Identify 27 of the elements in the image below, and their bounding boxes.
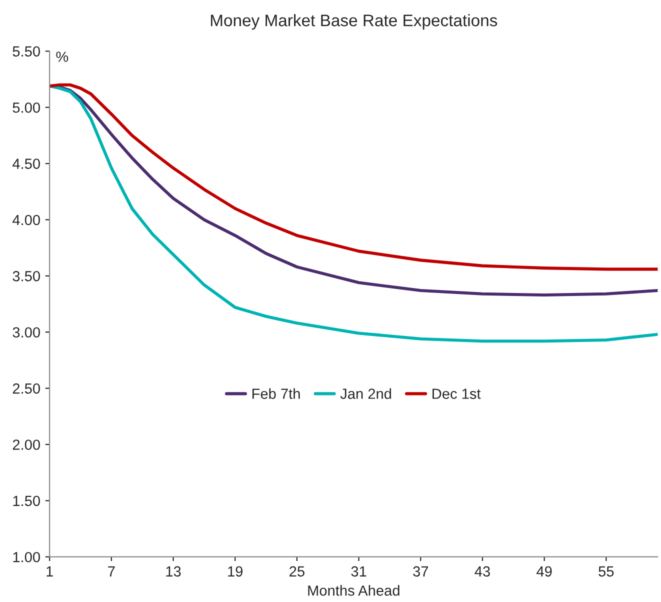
x-tick-label: 37 (413, 566, 428, 577)
x-tick-label: 55 (598, 566, 614, 577)
x-tick-label: 13 (166, 566, 181, 577)
x-tick-label: 19 (228, 566, 243, 577)
y-tick-label: 3.50 (12, 271, 40, 282)
x-tick-label: 31 (351, 566, 366, 577)
y-tick-label: 1.00 (13, 552, 40, 562)
y-tick-label: 2.00 (12, 440, 40, 450)
legend-label: Dec 1st (432, 388, 481, 399)
line-series (50, 84, 658, 343)
x-tick-label: 25 (290, 566, 304, 577)
y-tick-label: 3.00 (12, 327, 40, 338)
y-tick-label: 4.00 (12, 214, 40, 226)
y-tick-label: 4.50 (12, 158, 40, 169)
y-tick-label: 5.00 (12, 102, 40, 113)
annotation: % (56, 52, 68, 62)
y-tick-label: 5.50 (12, 46, 40, 57)
legend-label: Jan 2nd (340, 388, 392, 399)
y-tick-label: 2.50 (12, 383, 40, 394)
y-tick-label: 1.50 (13, 496, 40, 506)
x-tick-label: 1 (46, 566, 53, 576)
x-tick-label: 7 (108, 566, 115, 576)
x-axis-title: Months Ahead (308, 585, 400, 596)
legend-label: Feb 7th (252, 388, 300, 399)
chart-title: Money Market Base Rate Expectations (210, 14, 498, 30)
x-tick-label: 49 (536, 566, 552, 577)
x-tick-label: 43 (474, 566, 490, 577)
